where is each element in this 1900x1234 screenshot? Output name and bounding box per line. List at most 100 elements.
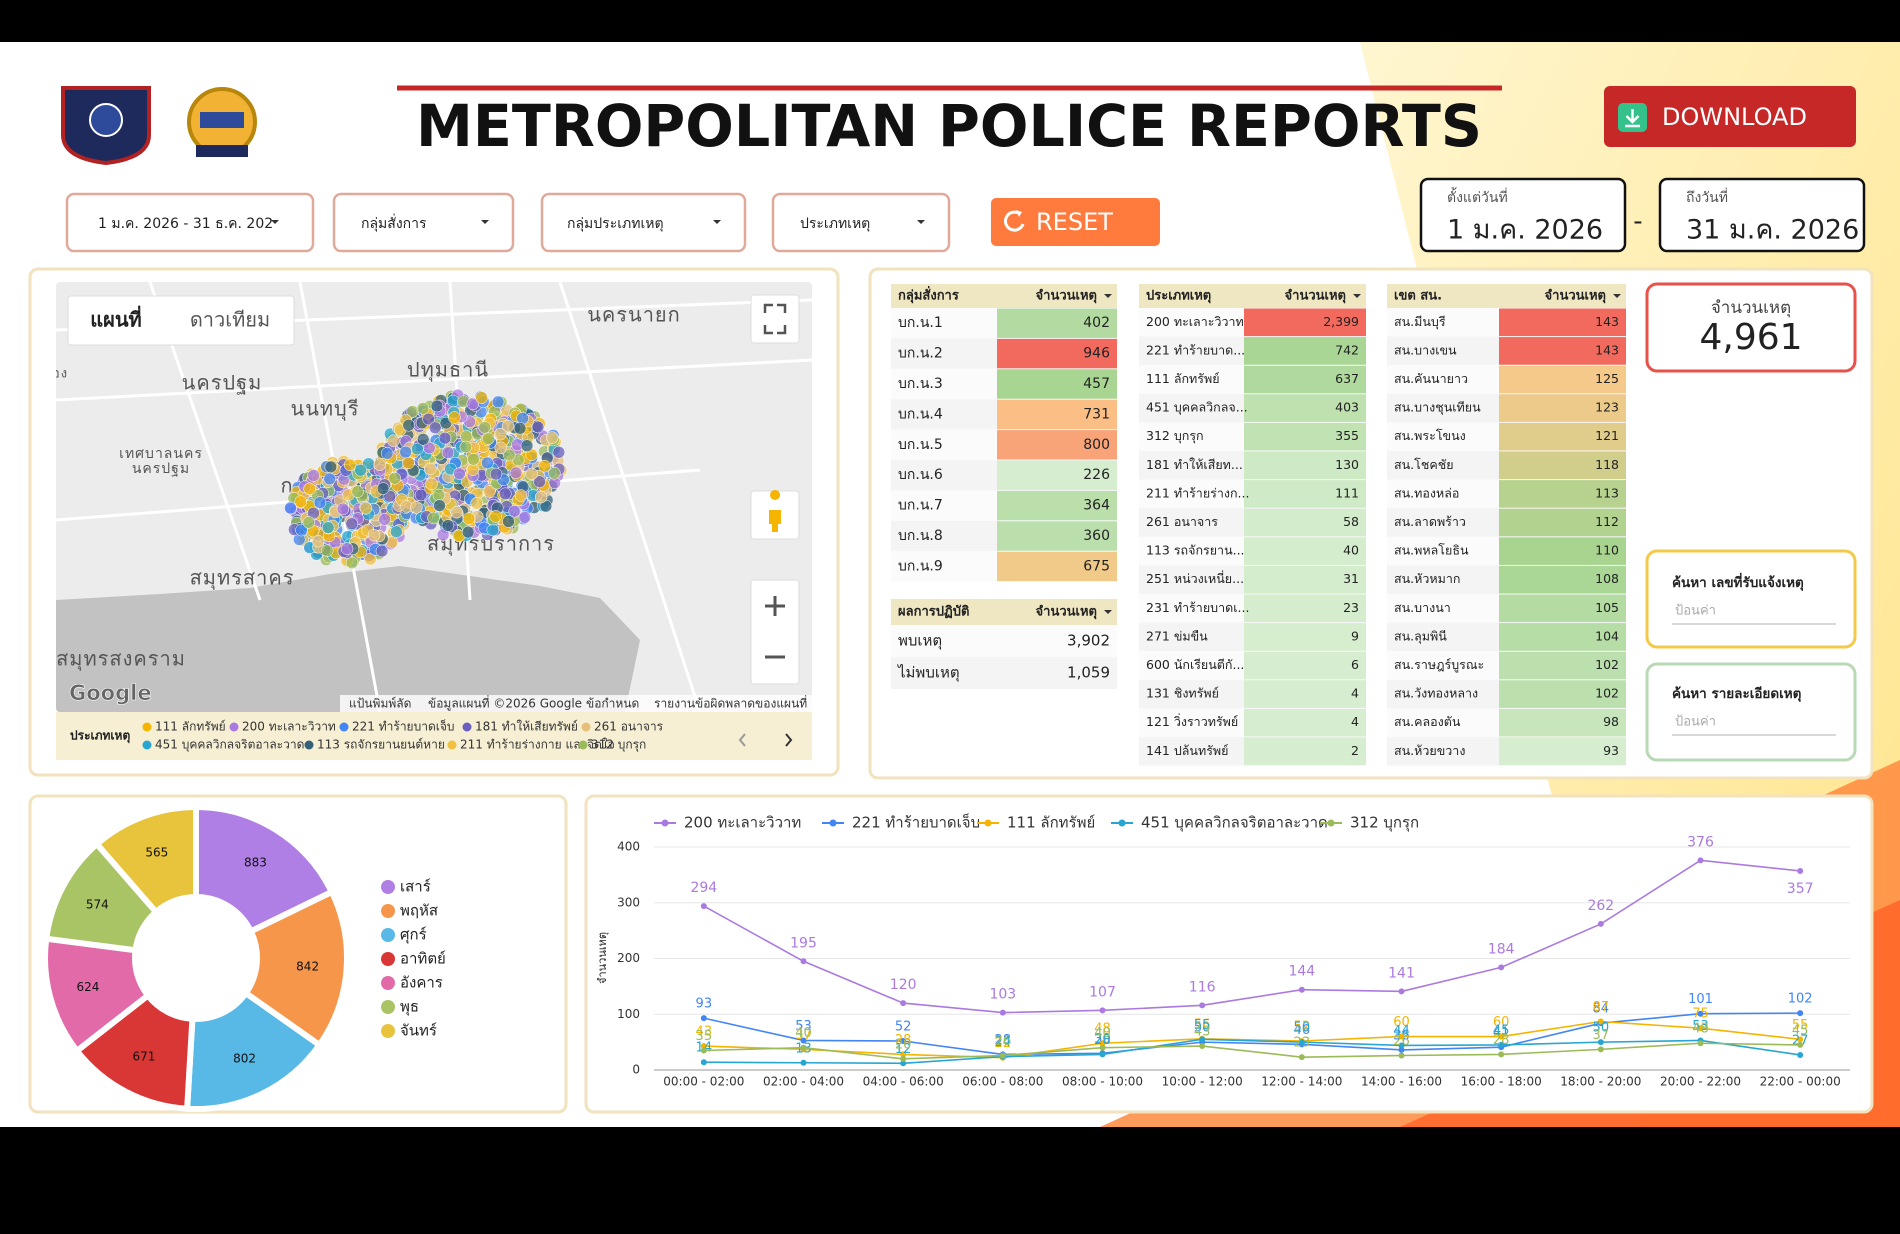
- row-value: 946: [1083, 346, 1110, 362]
- map-sea: [56, 566, 640, 712]
- filter-dropdown[interactable]: 1 ม.ค. 2026 - 31 ธ.ค. 202: [65, 192, 315, 253]
- fullscreen-button[interactable]: [750, 294, 800, 344]
- row-label: สน.มีนบุรี: [1394, 314, 1446, 330]
- filter-label[interactable]: 1 ม.ค. 2026 - 31 ธ.ค. 202: [98, 216, 273, 232]
- row-value: 9: [1351, 628, 1359, 643]
- map-attribution[interactable]: ข้อกำหนด: [586, 697, 639, 711]
- date-picker[interactable]: ตั้งแต่วันที่ 1 ม.ค. 2026: [1419, 177, 1627, 253]
- zoom-control[interactable]: [750, 579, 800, 685]
- incident-dot: [509, 466, 523, 480]
- filter-dropdown[interactable]: ประเภทเหตุ: [771, 192, 951, 253]
- search-placeholder[interactable]: ป้อนค่า: [1675, 604, 1716, 619]
- incident-dot: [378, 513, 391, 526]
- row-label: สน.พระโขนง: [1394, 428, 1466, 443]
- incident-dot: [548, 467, 561, 480]
- filter-label[interactable]: ประเภทเหตุ: [800, 216, 870, 232]
- incident-dot: [354, 463, 367, 477]
- map-attribution[interactable]: รายงานข้อผิดพลาดของแผนที่: [654, 695, 807, 711]
- map-legend-dot: [142, 740, 152, 750]
- date-box[interactable]: [1419, 177, 1627, 253]
- logo-2: [187, 87, 257, 157]
- column-header[interactable]: จำนวนเหตุ: [1285, 288, 1346, 304]
- x-tick-label: 14:00 - 16:00: [1361, 1075, 1442, 1089]
- row-value: 123: [1595, 400, 1619, 415]
- legend-label[interactable]: 111 ลักทรัพย์: [1007, 814, 1095, 832]
- series-point: [1498, 964, 1505, 971]
- tab-map[interactable]: แผนที่: [90, 305, 141, 332]
- incident-dot: [427, 511, 440, 525]
- point-label: 102: [1788, 992, 1813, 1007]
- point-label: 103: [989, 987, 1016, 1003]
- incident-dot: [303, 482, 316, 496]
- map-place-label: สมุทรสาคร: [190, 566, 295, 591]
- incident-dot: [467, 453, 480, 466]
- map-attribution[interactable]: ข้อมูลแผนที่ ©2026 Google: [428, 695, 582, 712]
- x-tick-label: 02:00 - 04:00: [763, 1075, 844, 1089]
- reset-box[interactable]: [991, 198, 1160, 246]
- filter-box[interactable]: [771, 192, 951, 253]
- column-header[interactable]: กลุ่มสั่งการ: [898, 286, 959, 304]
- data-table: กลุ่มสั่งการ จำนวนเหตุบก.น.1 402 บก.น.2 946 บ…: [891, 284, 1117, 582]
- legend-label: อาทิตย์: [400, 950, 446, 968]
- legend-dot: [1327, 819, 1335, 827]
- series-point: [999, 1009, 1006, 1016]
- y-tick-label: 200: [617, 951, 640, 965]
- column-header[interactable]: จำนวนเหตุ: [1545, 288, 1606, 304]
- incident-dot: [470, 497, 483, 510]
- incident-dot: [520, 439, 534, 452]
- map-attribution[interactable]: แป้นพิมพ์ลัด: [349, 697, 411, 711]
- reset-label[interactable]: RESET: [1036, 208, 1113, 236]
- incident-dot: [494, 441, 507, 455]
- download-label[interactable]: DOWNLOAD: [1662, 103, 1807, 131]
- download-button[interactable]: DOWNLOAD: [1604, 86, 1856, 147]
- search-frame[interactable]: [1645, 662, 1857, 762]
- filter-dropdown[interactable]: กลุ่มประเภทเหตุ: [540, 192, 747, 253]
- column-header[interactable]: จำนวนเหตุ: [1036, 288, 1097, 304]
- reset-button[interactable]: RESET: [991, 198, 1160, 246]
- filter-label[interactable]: กลุ่มประเภทเหตุ: [567, 216, 664, 232]
- incident-dot: [294, 495, 307, 508]
- row-value: 143: [1595, 342, 1619, 357]
- row-label: สน.ลุมพินี: [1394, 628, 1447, 644]
- legend-label[interactable]: 221 ทำร้ายบาดเจ็บ: [852, 813, 980, 832]
- map-place-label: เทศบาลนคร: [119, 446, 203, 462]
- legend-label[interactable]: 200 ทะเลาะวิวาท: [684, 814, 801, 832]
- search-box[interactable]: ค้นหา เลขที่รับแจ้งเหตุป้อนค่า: [1645, 549, 1857, 649]
- legend-label[interactable]: 312 บุกรุก: [1350, 814, 1419, 833]
- x-tick-label: 08:00 - 10:00: [1062, 1075, 1143, 1089]
- map-place-label: นครปฐม: [132, 461, 190, 477]
- legend-label[interactable]: 451 บุคคลวิกลจริตอาละวาด: [1141, 814, 1328, 833]
- date-box[interactable]: [1658, 177, 1866, 253]
- row-label: 221 ทำร้ายบาด...: [1146, 342, 1245, 357]
- search-box[interactable]: ค้นหา รายละเอียดเหตุป้อนค่า: [1645, 662, 1857, 762]
- column-header[interactable]: จำนวนเหตุ: [1036, 604, 1097, 620]
- incident-dot: [345, 517, 359, 531]
- row-value: 4: [1351, 686, 1359, 701]
- filter-dropdown[interactable]: กลุ่มสั่งการ: [332, 192, 515, 253]
- row-value: 360: [1083, 528, 1110, 544]
- search-placeholder[interactable]: ป้อนค่า: [1675, 715, 1716, 730]
- column-header[interactable]: เขต สน.: [1394, 289, 1442, 304]
- filter-box[interactable]: [65, 192, 315, 253]
- row-value: 6: [1351, 657, 1359, 672]
- search-frame[interactable]: [1645, 549, 1857, 649]
- incident-dot: [482, 432, 495, 445]
- filter-box[interactable]: [332, 192, 515, 253]
- incident-dot: [453, 467, 466, 480]
- incident-dot: [336, 502, 350, 516]
- incident-dot: [390, 525, 403, 538]
- tab-satellite[interactable]: ดาวเทียม: [190, 308, 270, 332]
- row-label: สน.คลองตัน: [1394, 714, 1461, 729]
- filter-label[interactable]: กลุ่มสั่งการ: [361, 214, 427, 232]
- map-type-tabs[interactable]: แผนที่ ดาวเทียม: [67, 295, 295, 346]
- series-point: [800, 958, 807, 965]
- row-label: สน.หัวหมาก: [1394, 571, 1460, 586]
- series-point: [1099, 1044, 1106, 1051]
- line-panel: [584, 794, 1874, 1114]
- filter-box[interactable]: [540, 192, 747, 253]
- column-header[interactable]: ผลการปฏิบัติ: [898, 605, 969, 620]
- row-label: สน.วังทองหลาง: [1394, 686, 1478, 701]
- column-header[interactable]: ประเภทเหตุ: [1146, 289, 1211, 304]
- date-picker[interactable]: ถึงวันที่ 31 ม.ค. 2026: [1658, 177, 1866, 253]
- row-label: บก.น.9: [898, 558, 943, 574]
